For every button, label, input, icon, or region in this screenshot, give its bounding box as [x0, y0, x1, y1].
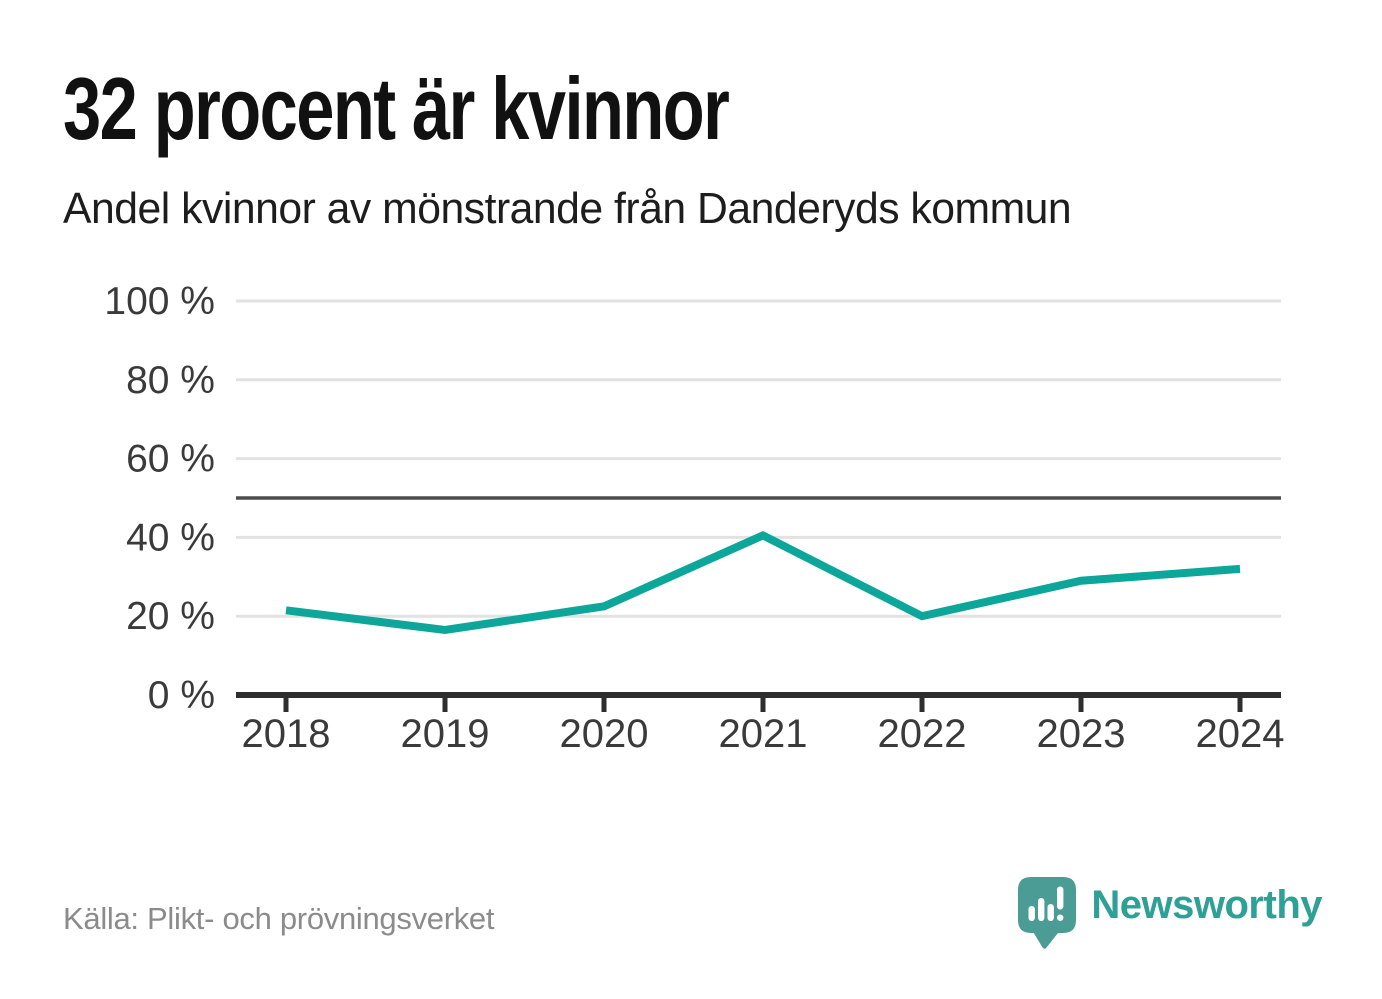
newsworthy-logo-icon [1018, 877, 1077, 949]
data-line [285, 531, 1241, 635]
newsworthy-logo-text: Newsworthy [1091, 883, 1322, 927]
y-axis-label: 80 % [126, 359, 215, 402]
y-axis-label: 20 % [126, 595, 215, 638]
exclamation-stem [1057, 886, 1064, 910]
y-axis-label: 0 % [148, 674, 215, 717]
chart-subtitle: Andel kvinnor av mönstrande från Dandery… [63, 184, 1072, 233]
bar-2 [1038, 898, 1045, 921]
newsworthy-logo: Newsworthy [1018, 877, 1322, 951]
chart-title: 32 procent är kvinnor [63, 59, 730, 158]
bar-3 [1047, 904, 1055, 921]
bar-1 [1028, 906, 1036, 921]
x-axis-label: 2024 [1196, 712, 1285, 756]
y-axis-label: 60 % [126, 438, 215, 481]
exclamation-dot [1057, 914, 1064, 921]
x-axis-label: 2019 [401, 712, 490, 756]
x-axis-label: 2018 [242, 712, 331, 756]
speech-bubble-shape [1018, 877, 1077, 949]
y-axis-label: 40 % [126, 516, 215, 559]
y-axis-label: 100 % [104, 280, 215, 323]
x-axis-label: 2020 [560, 712, 649, 756]
source-note: Källa: Plikt- och prövningsverket [63, 901, 495, 936]
x-axis-label: 2022 [878, 712, 967, 756]
x-axis-label: 2023 [1037, 712, 1126, 756]
x-axis-label: 2021 [719, 712, 808, 756]
